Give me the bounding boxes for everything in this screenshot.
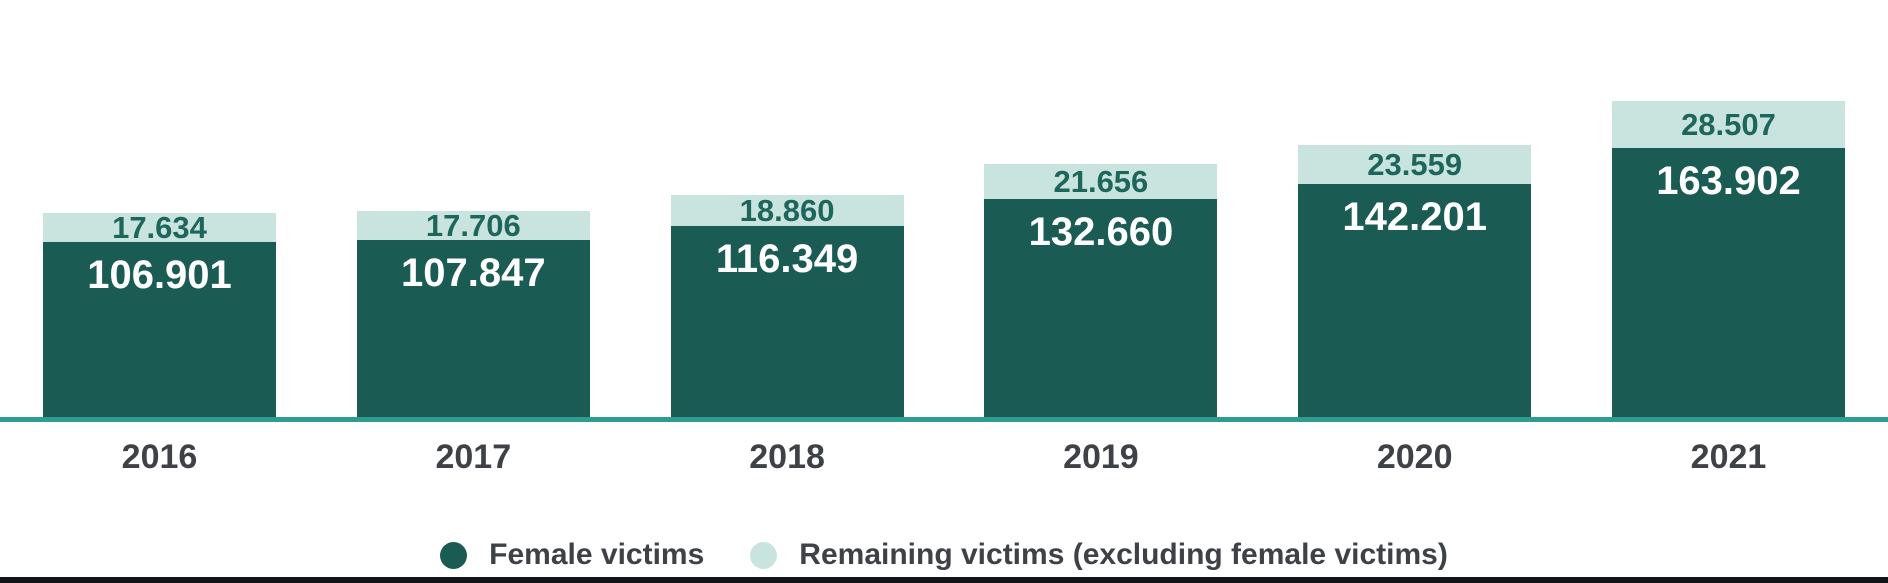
segment-remaining-victims: 17.706 — [356, 208, 590, 244]
segment-female-victims: 106.901 — [43, 241, 276, 417]
segment-female-victims: 132.660 — [984, 199, 1218, 417]
bar-2018: 18.860 116.349 — [670, 193, 904, 417]
x-tick-label-2021: 2021 — [1690, 438, 1767, 476]
segment-remaining-victims: 21.656 — [984, 163, 1218, 200]
remaining-value-label: 23.559 — [1367, 146, 1463, 182]
x-axis-labels: 2016 2017 2018 2019 2020 2021 — [0, 422, 1888, 478]
female-value-label: 142.201 — [1342, 194, 1487, 239]
legend-label: Female victims — [489, 538, 705, 571]
segment-remaining-victims: 17.634 — [43, 209, 276, 245]
legend-dot-icon — [750, 541, 778, 569]
bottom-divider — [0, 577, 1888, 583]
female-value-label: 116.349 — [715, 237, 859, 282]
x-tick-label-2017: 2017 — [435, 438, 512, 476]
bar-2020: 23.559 142.201 — [1298, 145, 1532, 417]
remaining-value-label: 17.634 — [112, 209, 207, 245]
x-tick-label-2018: 2018 — [749, 438, 825, 476]
female-value-label: 106.901 — [87, 252, 232, 297]
x-tick-label-2019: 2019 — [1063, 438, 1139, 476]
remaining-value-label: 18.860 — [739, 193, 835, 229]
female-value-label: 107.847 — [401, 251, 546, 296]
legend-dot-icon — [440, 541, 468, 569]
segment-remaining-victims: 28.507 — [1611, 101, 1845, 149]
segment-female-victims: 142.201 — [1298, 183, 1532, 417]
remaining-value-label: 28.507 — [1681, 107, 1776, 143]
bar-2016: 17.634 106.901 — [43, 209, 276, 417]
x-tick-label-2016: 2016 — [121, 438, 198, 476]
segment-remaining-victims: 18.860 — [670, 193, 904, 229]
bar-2017: 17.706 107.847 — [356, 208, 590, 417]
legend-item: Remaining victims (excluding female vict… — [750, 538, 1448, 572]
segment-female-victims: 107.847 — [356, 240, 590, 417]
segment-female-victims: 116.349 — [670, 226, 904, 417]
legend-item: Female victims — [440, 538, 704, 572]
bar-2019: 21.656 132.660 — [984, 163, 1218, 417]
x-axis-line — [0, 417, 1888, 422]
bar-2021: 28.507 163.902 — [1611, 101, 1845, 417]
female-value-label: 132.660 — [1028, 210, 1174, 255]
female-value-label: 163.902 — [1656, 159, 1801, 204]
remaining-value-label: 21.656 — [1053, 164, 1149, 200]
chart-legend: Female victims Remaining victims (excludi… — [0, 538, 1888, 572]
legend-label: Remaining victims (excluding female vict… — [799, 538, 1448, 571]
stacked-bar-chart: 17.634 106.901 17.706 107.847 18.860 116.349 2… — [43, 101, 1845, 417]
remaining-value-label: 17.706 — [425, 208, 521, 244]
segment-remaining-victims: 23.559 — [1298, 145, 1532, 184]
x-tick-label-2020: 2020 — [1376, 438, 1453, 476]
segment-female-victims: 163.902 — [1611, 148, 1845, 417]
